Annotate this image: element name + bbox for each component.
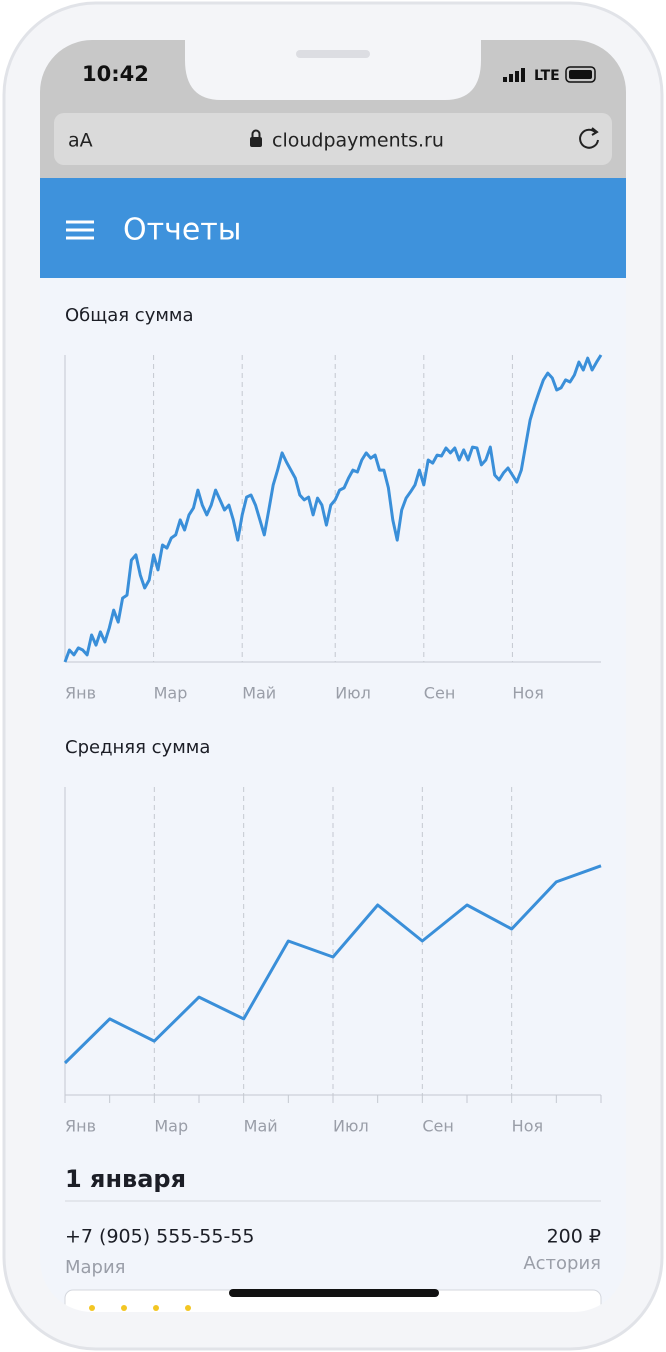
chart-title: Средняя сумма [65, 737, 210, 758]
signal [503, 68, 525, 82]
amount: 200 ₽ [547, 1226, 601, 1248]
x-tick-label: Мар [154, 684, 188, 703]
x-tick-label: Мар [154, 1117, 188, 1136]
x-tick-label: Янв [65, 684, 96, 703]
battery [565, 66, 596, 83]
text-size[interactable]: aA [68, 130, 93, 152]
rating [89, 1305, 191, 1311]
battery-level [569, 70, 592, 79]
time: 10:42 [82, 62, 149, 86]
notch [185, 40, 481, 100]
place: Астория [523, 1253, 601, 1274]
customer-name: Мария [65, 1257, 126, 1278]
page-title: Отчеты [123, 213, 241, 248]
reload[interactable] [579, 127, 599, 149]
app-header [40, 178, 626, 278]
speaker [296, 50, 370, 58]
x-tick-label: Июл [333, 1117, 369, 1136]
home-indicator [229, 1289, 439, 1297]
x-tick-label: Июл [335, 684, 371, 703]
x-tick-label: Ноя [512, 1117, 543, 1136]
network: LTE [534, 68, 560, 84]
chart-title: Общая сумма [65, 305, 194, 326]
x-tick-label: Сен [424, 684, 455, 703]
x-tick-label: Май [242, 684, 276, 703]
lock [250, 129, 262, 147]
x-tick-label: Май [244, 1117, 278, 1136]
date-heading: 1 января [65, 1165, 186, 1193]
url-bar[interactable] [54, 113, 612, 165]
data-line [63, 354, 603, 663]
x-tick-label: Сен [422, 1117, 453, 1136]
phone: +7 (905) 555-55-55 [65, 1226, 255, 1248]
menu-button[interactable] [66, 220, 94, 240]
x-tick-label: Ноя [512, 684, 543, 703]
x-tick-label: Янв [65, 1117, 96, 1136]
data-line [63, 864, 602, 1065]
url: cloudpayments.ru [272, 130, 444, 152]
